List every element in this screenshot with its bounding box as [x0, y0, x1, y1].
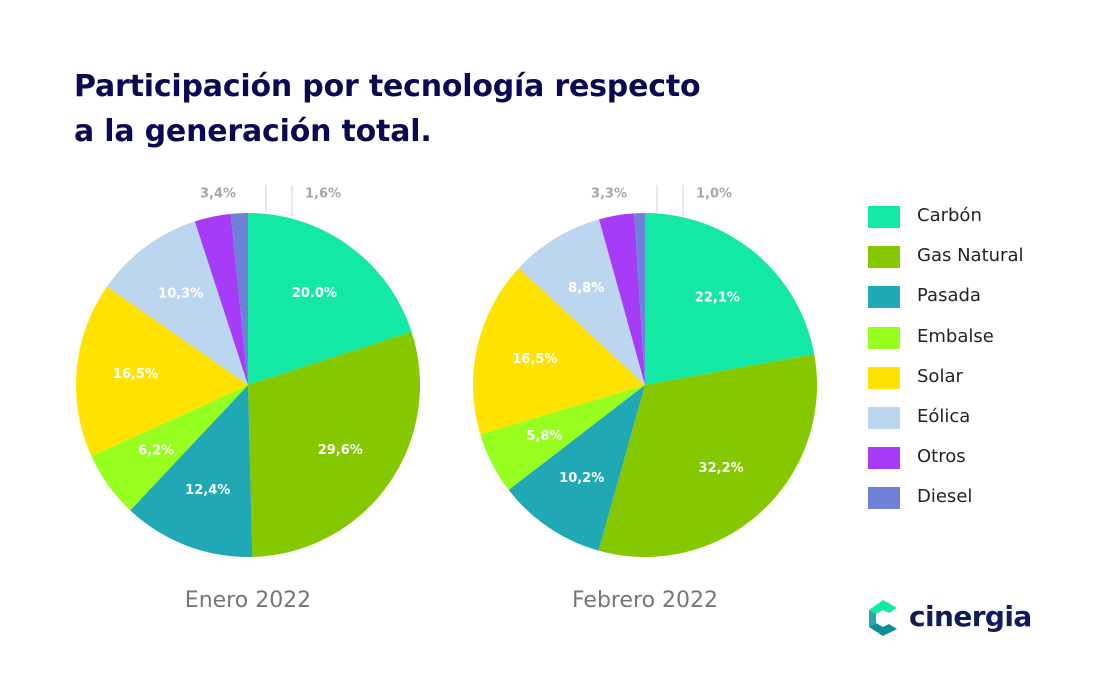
chart-title-line-2: a la generación total. — [74, 114, 432, 149]
data-label-enero-pasada: 12,4% — [185, 483, 230, 498]
data-label-enero-eolica: 10,3% — [158, 287, 203, 302]
slice-febrero-pasada — [508, 385, 645, 551]
legend-swatch-pasada — [868, 286, 900, 309]
legend-swatch-diesel — [868, 487, 900, 510]
data-label-enero-gas-natural: 29,6% — [318, 443, 363, 458]
legend-item-pasada: Pasada — [868, 282, 1068, 322]
slice-febrero-gas-natural — [598, 354, 818, 557]
data-label-febrero-solar: 16,5% — [512, 352, 557, 367]
data-label-febrero-diesel: 1,0% — [696, 187, 732, 202]
slice-enero-pasada — [130, 385, 253, 558]
slice-febrero-carbon — [645, 213, 815, 385]
data-label-enero-solar: 16,5% — [113, 367, 158, 382]
legend-item-otros: Otros — [868, 443, 1068, 483]
pie-chart-febrero: 22,1% 32,2% 10,2% 5,8% 16,5% 8,8% 3,3% 1,0% Febr… — [473, 185, 818, 613]
legend-swatch-solar — [868, 366, 900, 389]
legend-swatch-otros — [868, 447, 900, 470]
legend-item-solar: Solar — [868, 363, 1068, 403]
legend-label-carbon: Carbón — [917, 205, 982, 226]
period-label-enero: Enero 2022 — [185, 588, 311, 613]
legend-swatch-eolica — [868, 406, 900, 429]
data-label-febrero-pasada: 10,2% — [559, 471, 604, 486]
data-label-febrero-embalse: 5,8% — [526, 429, 562, 444]
slice-enero-gas-natural — [248, 331, 420, 557]
data-label-enero-carbon: 20.0% — [292, 286, 337, 301]
slice-enero-diesel — [230, 213, 248, 385]
data-label-febrero-gas-natural: 32,2% — [699, 461, 744, 476]
legend-item-diesel: Diesel — [868, 483, 1068, 523]
slice-enero-solar — [75, 286, 248, 457]
data-label-febrero-otros: 3,3% — [591, 187, 627, 202]
logo-mark-bottom — [869, 623, 897, 636]
slice-enero-eolica — [106, 221, 248, 385]
legend-item-gas-natural: Gas Natural — [868, 242, 1068, 282]
legend-label-otros: Otros — [917, 446, 966, 468]
slice-febrero-solar — [473, 268, 645, 435]
data-label-enero-otros: 3,4% — [200, 187, 236, 202]
legend-swatch-embalse — [868, 326, 900, 349]
slice-febrero-otros — [599, 213, 645, 385]
legend-swatch-carbon — [868, 206, 900, 228]
period-label-febrero: Febrero 2022 — [572, 588, 718, 613]
legend-label-solar: Solar — [917, 365, 963, 387]
legend-swatch-gas-natural — [868, 246, 900, 269]
chart-title-line-1: Participación por tecnología respecto — [74, 69, 701, 104]
data-label-enero-diesel: 1,6% — [305, 187, 341, 202]
cinergia-logo-text: cinergia — [909, 600, 1032, 633]
legend-label-diesel: Diesel — [917, 486, 973, 508]
cinergia-logo-icon — [869, 600, 897, 636]
slice-febrero-embalse — [480, 385, 645, 490]
legend: Carbón Gas Natural Pasada Embalse Solar … — [868, 202, 1068, 524]
legend-item-carbon: Carbón — [868, 202, 1068, 242]
pie-chart-enero: 20.0% 29,6% 12,4% 6,2% 16,5% 10,3% 3,4% 1,6% Ene… — [75, 185, 420, 613]
chart-title: Participación por tecnología respecto a … — [74, 64, 754, 154]
logo-mark-top — [869, 600, 897, 614]
legend-label-gas-natural: Gas Natural — [917, 245, 1024, 267]
cinergia-logo: cinergia — [865, 598, 1035, 640]
legend-label-eolica: Eólica — [917, 405, 971, 427]
slice-febrero-diesel — [634, 213, 645, 385]
legend-label-pasada: Pasada — [917, 285, 981, 307]
logo-mark-left — [869, 610, 876, 627]
slice-febrero-eolica — [518, 219, 645, 385]
legend-label-embalse: Embalse — [917, 325, 994, 347]
legend-item-embalse: Embalse — [868, 323, 1068, 363]
data-label-febrero-carbon: 22,1% — [695, 291, 740, 306]
data-label-febrero-eolica: 8,8% — [568, 281, 604, 296]
slice-enero-otros — [194, 213, 248, 385]
slice-enero-carbon — [248, 213, 412, 385]
legend-item-eolica: Eólica — [868, 403, 1068, 443]
slice-enero-embalse — [91, 385, 249, 511]
data-label-enero-embalse: 6,2% — [138, 443, 174, 458]
